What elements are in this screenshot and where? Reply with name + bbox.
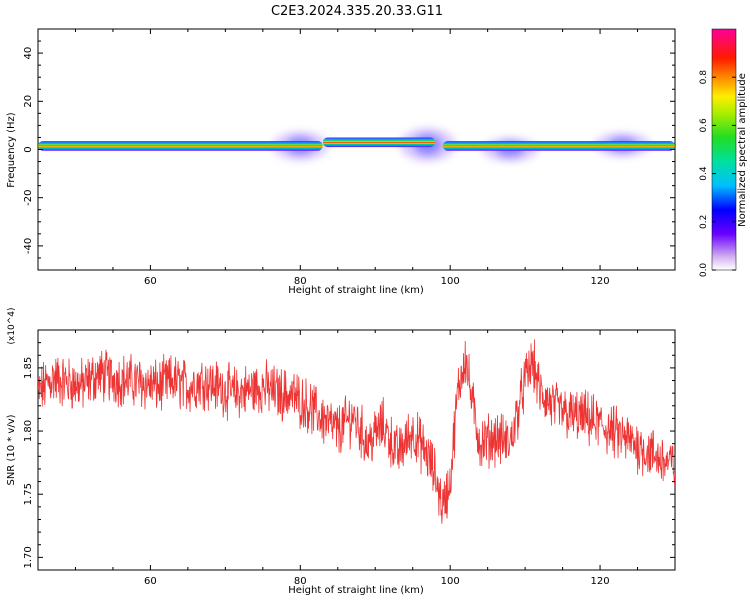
line-panel: 60 80 100 120 1.70 1.75 1.80 1.85 Height of str…: [6, 307, 676, 596]
line-y-multiplier: (x10^4): [7, 307, 17, 344]
line-x-tick-label: 120: [591, 576, 610, 587]
colorbar-label: Normalized spectral amplitude: [737, 73, 748, 227]
line-y-tick-label: 1.70: [23, 546, 34, 568]
heatmap-x-tick-label: 100: [441, 276, 460, 287]
colorbar-tick-label: 0.8: [699, 70, 709, 85]
line-x-tick-label: 80: [294, 576, 307, 587]
line-y-tick-label: 1.85: [23, 357, 34, 379]
heatmap-band-segment: [38, 141, 323, 151]
line-y-tick-label: 1.75: [23, 483, 34, 505]
line-y-label: SNR (10 * v/v): [6, 414, 17, 485]
heatmap-panel: 60 80 100 120 -40 -20 0 20 40 Height of straight…: [6, 28, 676, 296]
colorbar-gradient: [711, 28, 737, 271]
heatmap-y-tick-label: -40: [23, 238, 34, 254]
line-y-tick-label: 1.80: [23, 420, 34, 442]
line-plot-area: [37, 329, 676, 571]
line-x-label: Height of straight line (km): [288, 585, 424, 596]
heatmap-band-segment: [322, 137, 436, 148]
colorbar: 0.0 0.2 0.4 0.6 0.8 Normalized spectral ampl…: [699, 28, 748, 277]
heatmap-axes: 60 80 100 120 -40 -20 0 20 40: [23, 29, 675, 287]
line-axes: 60 80 100 120 1.70 1.75 1.80 1.85: [23, 330, 675, 587]
heatmap-x-tick-label: 80: [294, 276, 307, 287]
heatmap-band-segment: [442, 141, 675, 151]
line-x-tick-label: 60: [144, 576, 157, 587]
heatmap-y-tick-label: 20: [23, 95, 34, 108]
heatmap-x-tick-label: 120: [591, 276, 610, 287]
colorbar-tick-label: 0.0: [699, 263, 709, 278]
heatmap-x-tick-label: 60: [144, 276, 157, 287]
heatmap-y-tick-label: -20: [23, 190, 34, 206]
line-x-tick-label: 100: [441, 576, 460, 587]
heatmap-y-tick-label: 0: [23, 146, 34, 152]
colorbar-tick-label: 0.6: [699, 118, 709, 133]
heatmap-y-label: Frequency (Hz): [6, 112, 17, 188]
line-series-layer: [38, 339, 675, 524]
colorbar-tick-label: 0.4: [699, 166, 709, 181]
snr-series-line: [38, 339, 675, 524]
heatmap-band-layer: [38, 127, 675, 162]
chart-title: C2E3.2024.335.20.33.G11: [271, 4, 443, 19]
colorbar-tick-label: 0.2: [699, 215, 709, 229]
colorbar-ticks: 0.0 0.2 0.4 0.6 0.8: [699, 70, 736, 277]
heatmap-y-tick-label: 40: [23, 47, 34, 60]
heatmap-x-label: Height of straight line (km): [288, 285, 424, 296]
